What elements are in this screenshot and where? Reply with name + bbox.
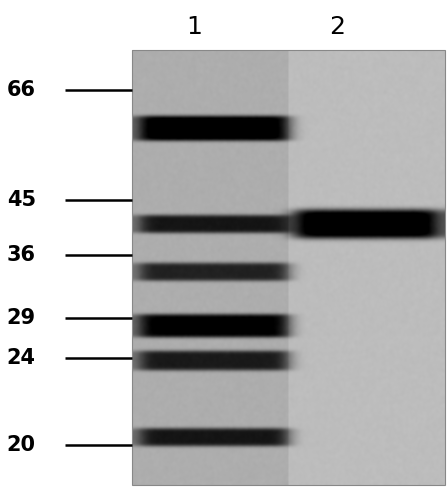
Text: 45: 45 (7, 190, 36, 210)
Text: 24: 24 (7, 348, 36, 368)
Text: 29: 29 (7, 308, 36, 328)
Text: 20: 20 (7, 435, 36, 455)
Text: 36: 36 (7, 245, 36, 265)
Text: 2: 2 (329, 16, 346, 40)
Text: 66: 66 (7, 80, 36, 100)
Text: 1: 1 (186, 16, 202, 40)
Bar (132, 50, 445, 485)
